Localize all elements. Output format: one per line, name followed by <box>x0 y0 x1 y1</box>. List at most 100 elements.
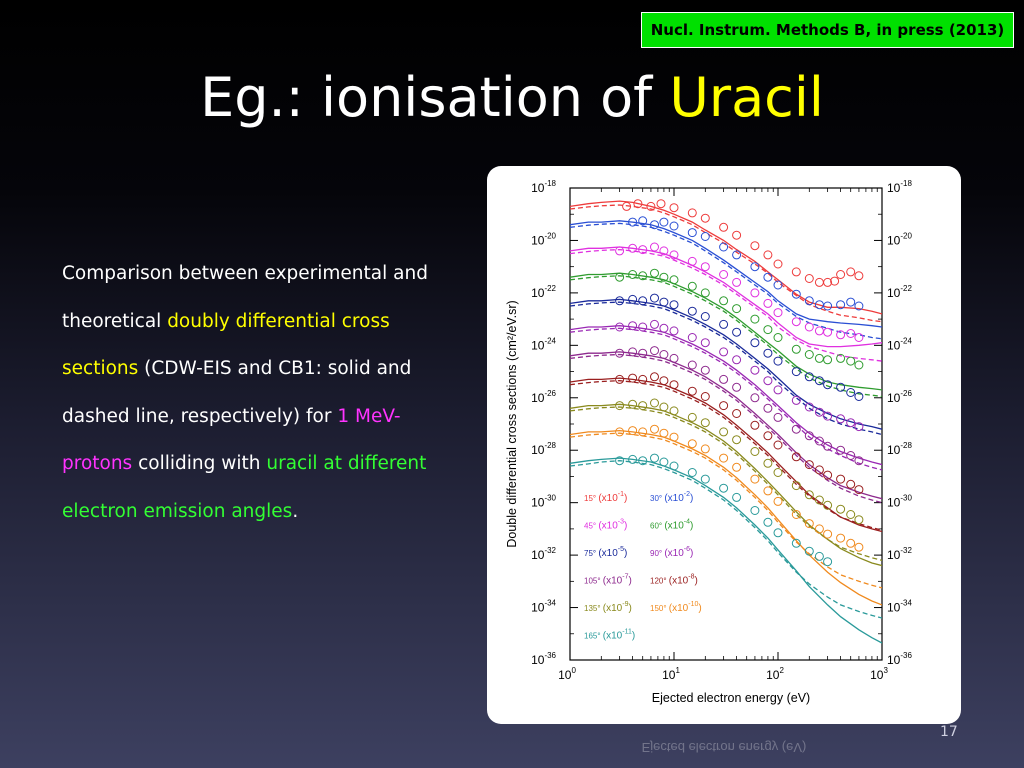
series-4-data-point <box>719 319 729 329</box>
series-8-data-point <box>659 402 669 412</box>
series-8-data-point <box>750 447 760 456</box>
journal-reference-badge: Nucl. Instrum. Methods B, in press (2013… <box>641 12 1014 48</box>
series-7-data-point <box>732 409 742 418</box>
series-5-data-point <box>638 322 648 332</box>
y-tick-label-left: 10-24 <box>531 336 556 352</box>
series-0-data-point <box>700 213 710 223</box>
series-3-data-point <box>846 356 856 366</box>
series-2-data-point <box>659 246 669 256</box>
series-3-data-point <box>687 281 697 291</box>
series-8-data-point <box>669 406 679 416</box>
series-1-data-point <box>836 300 846 310</box>
series-9-data-point <box>650 424 659 434</box>
series-2-data-point <box>846 329 856 338</box>
series-0-data-point <box>791 267 801 277</box>
series-0-data-point <box>846 267 856 277</box>
series-5-data-point <box>659 323 669 333</box>
series-7-data-point <box>638 374 648 384</box>
series-4-data-point <box>814 376 824 386</box>
plot-frame <box>569 187 883 661</box>
series-0-data-point <box>763 250 773 260</box>
series-4-data-point <box>638 296 648 306</box>
series-1-data-point <box>846 297 856 307</box>
series-7-data-point <box>719 401 729 411</box>
series-2-data-point <box>773 308 783 318</box>
y-tick-label-left: 10-34 <box>531 599 556 615</box>
series-6-data-point <box>854 456 864 466</box>
series-2-cdw-eis-line <box>570 246 882 348</box>
series-3-cdw-eis-line <box>570 272 882 391</box>
series-10-data-point <box>823 557 833 567</box>
title-main: Eg.: ionisation of <box>200 66 670 129</box>
series-9-data-point <box>763 486 773 496</box>
series-9-data-point <box>854 542 864 552</box>
series-5-data-point <box>669 326 679 336</box>
series-8-data-point <box>687 412 697 422</box>
series-6-data-point <box>750 393 760 403</box>
series-9-data-point <box>750 474 760 484</box>
y-tick-label-left: 10-30 <box>531 494 556 510</box>
series-5-data-point <box>804 402 814 412</box>
series-10-data-point <box>638 456 648 466</box>
series-9-data-point <box>823 529 833 539</box>
series-6-data-point <box>650 346 659 356</box>
series-4-data-point <box>732 327 742 337</box>
series-10-data-point <box>791 538 801 548</box>
x-tick-label: 102 <box>766 666 784 682</box>
series-6-data-point <box>719 374 729 384</box>
series-7-data-point <box>750 420 760 430</box>
series-8-data-point <box>615 401 625 411</box>
series-5-data-point <box>814 407 824 417</box>
series-6-data-point <box>659 350 669 359</box>
series-8-data-point <box>804 490 814 500</box>
legend-entry-8: 135° (x10-9) <box>584 601 632 614</box>
series-9-data-point <box>804 519 814 529</box>
series-5-data-point <box>791 395 801 405</box>
series-6-data-point <box>763 403 773 413</box>
series-5-data-point <box>854 422 864 432</box>
series-4-data-point <box>791 367 801 377</box>
series-6-data-point <box>628 347 638 357</box>
series-6-data-point <box>638 348 648 358</box>
series-8-data-point <box>638 401 648 411</box>
x-tick-label: 103 <box>870 666 888 682</box>
legend-entry-2: 45° (x10-3) <box>584 519 627 532</box>
x-axis-label: Ejected electron energy (eV) <box>652 691 810 705</box>
series-1-data-point <box>763 272 773 282</box>
series-7-data-point <box>700 392 710 401</box>
series-0-data-point <box>854 271 864 281</box>
y-tick-label-right: 10-36 <box>887 651 912 667</box>
series-10-data-point <box>628 454 638 464</box>
series-3-data-point <box>669 275 679 285</box>
series-0-data-point <box>804 274 814 283</box>
series-7-data-point <box>615 374 625 384</box>
series-9-data-point <box>791 510 801 519</box>
series-2-data-point <box>823 327 833 337</box>
series-4-data-point <box>763 348 773 358</box>
series-5-data-point <box>750 365 760 375</box>
series-9-data-point <box>814 524 824 534</box>
description-text: Comparison between experimental and theo… <box>62 250 452 535</box>
series-2-data-point <box>615 246 625 256</box>
series-7-data-point <box>836 474 846 484</box>
series-7-data-point <box>763 431 773 441</box>
series-4-data-point <box>804 372 814 382</box>
series-9-cb1-line <box>570 432 882 589</box>
series-3-data-point <box>791 344 801 354</box>
series-3-data-point <box>773 333 783 342</box>
y-tick-label-right: 10-32 <box>887 546 912 562</box>
series-7-data-point <box>687 386 697 396</box>
series-2-data-point <box>804 322 814 332</box>
series-2-data-point <box>628 243 638 253</box>
text-part-1: Comparison between experimental and theo… <box>62 263 428 332</box>
series-2-data-point <box>836 330 846 340</box>
reflection-text: Ejected electron energy (eV) <box>641 740 807 755</box>
series-3-data-point <box>628 270 638 279</box>
slide-title: Eg.: ionisation of Uracil <box>0 66 1024 129</box>
series-8-data-point <box>628 399 638 409</box>
series-6-data-point <box>791 424 801 434</box>
series-0-data-point <box>814 277 824 287</box>
series-2-data-point <box>650 242 659 252</box>
series-10-data-point <box>615 456 625 466</box>
series-9-data-point <box>846 538 856 548</box>
